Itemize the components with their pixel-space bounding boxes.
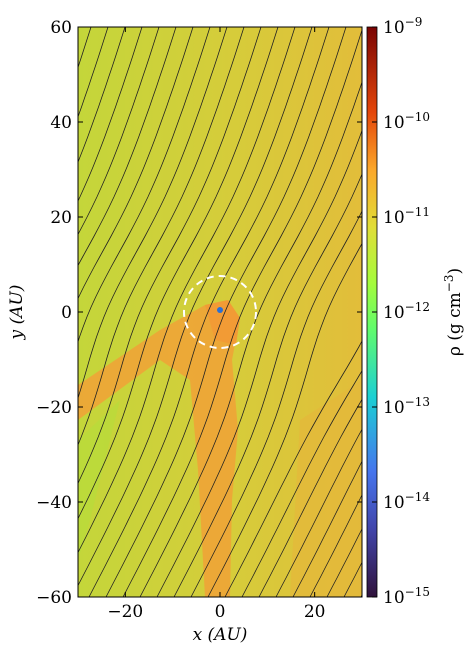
colorbar-tick-label: 10−9 (383, 15, 422, 38)
x-tick-label: 20 (304, 602, 326, 622)
streamline (241, 370, 362, 597)
streamline (224, 340, 362, 597)
x-axis-label: x (AU) (193, 625, 248, 645)
streamline (78, 27, 211, 343)
colorbar-tick-label: 10−12 (383, 300, 430, 323)
y-tick-label: 20 (50, 208, 72, 228)
y-tick-label: −60 (36, 588, 72, 608)
streamline (78, 27, 126, 164)
streamline (156, 129, 362, 597)
streamline (78, 27, 245, 446)
x-tick-label: −20 (107, 602, 143, 622)
streamline (78, 27, 279, 520)
streamline (78, 27, 228, 400)
colorbar-label: ρ (g cm−3) (442, 268, 465, 356)
colorbar-tick-label: 10−11 (383, 205, 430, 228)
streamline (292, 460, 362, 597)
x-tick-label: 0 (215, 602, 226, 622)
colorbar-tick-label: 10−14 (383, 490, 430, 513)
streamline (207, 242, 362, 597)
streamline (78, 27, 177, 267)
streamline (88, 27, 330, 597)
y-tick-label: 60 (50, 18, 72, 38)
y-tick-label: 0 (61, 303, 72, 323)
y-tick-label: 40 (50, 113, 72, 133)
streamline (78, 27, 194, 300)
streamline (122, 28, 362, 597)
y-tick-label: −40 (36, 493, 72, 513)
streamline (78, 27, 262, 485)
y-axis-label: y (AU) (7, 285, 27, 341)
density-map (78, 27, 362, 597)
streamline (139, 80, 362, 597)
y-tick-label: −20 (36, 398, 72, 418)
streamline (78, 27, 296, 554)
streamline (190, 210, 362, 597)
streamline (258, 398, 362, 597)
streamline (105, 27, 347, 597)
colorbar-tick-label: 10−15 (383, 585, 430, 608)
streamline (173, 173, 362, 597)
colorbar-tick-label: 10−10 (383, 110, 430, 133)
streamline (275, 428, 362, 597)
streamline (78, 27, 143, 202)
colorbar-tick-label: 10−13 (383, 395, 430, 418)
streamline (78, 27, 313, 587)
streamline (78, 27, 160, 236)
streamline (309, 494, 362, 597)
